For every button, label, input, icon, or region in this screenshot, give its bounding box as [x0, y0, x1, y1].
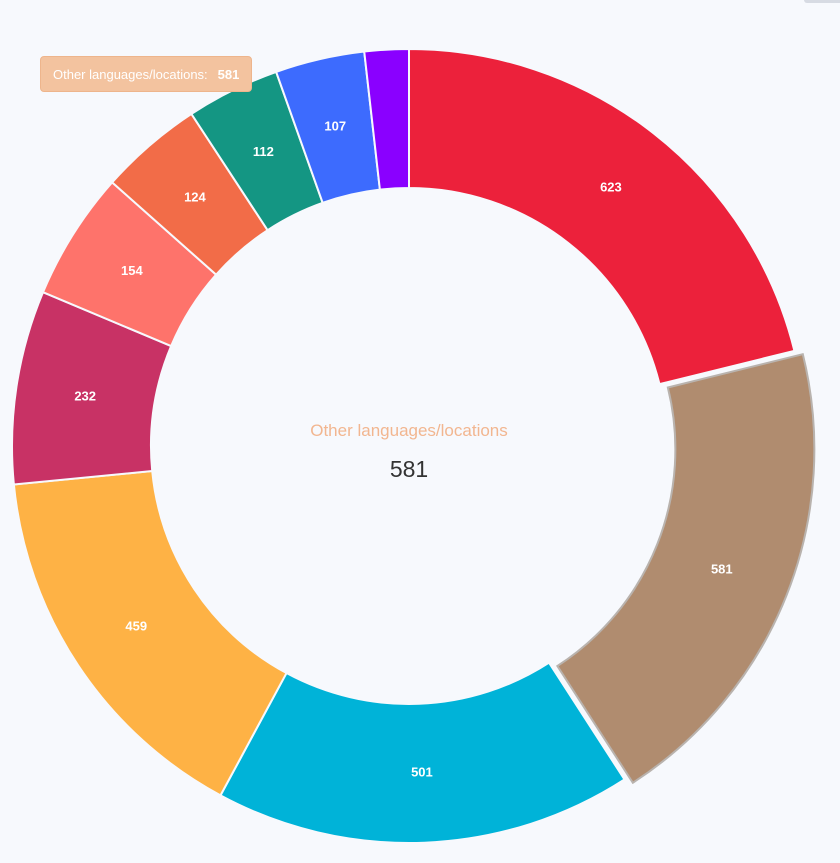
pie-slice-1[interactable] — [408, 47, 796, 386]
pie-slice-10[interactable] — [363, 47, 410, 191]
pie-slice-4[interactable] — [12, 469, 288, 797]
pie-slice-3[interactable] — [219, 661, 626, 844]
scrollbar-indicator — [804, 0, 840, 3]
center-value: 581 — [390, 456, 428, 482]
slices-group — [11, 47, 816, 844]
pie-slice-2[interactable] — [556, 352, 816, 785]
tooltip: Other languages/locations: 581 — [40, 56, 253, 92]
tooltip-value: 581 — [217, 66, 240, 82]
center-title: Other languages/locations — [310, 421, 508, 440]
tooltip-label: Other languages/locations: — [53, 66, 208, 82]
